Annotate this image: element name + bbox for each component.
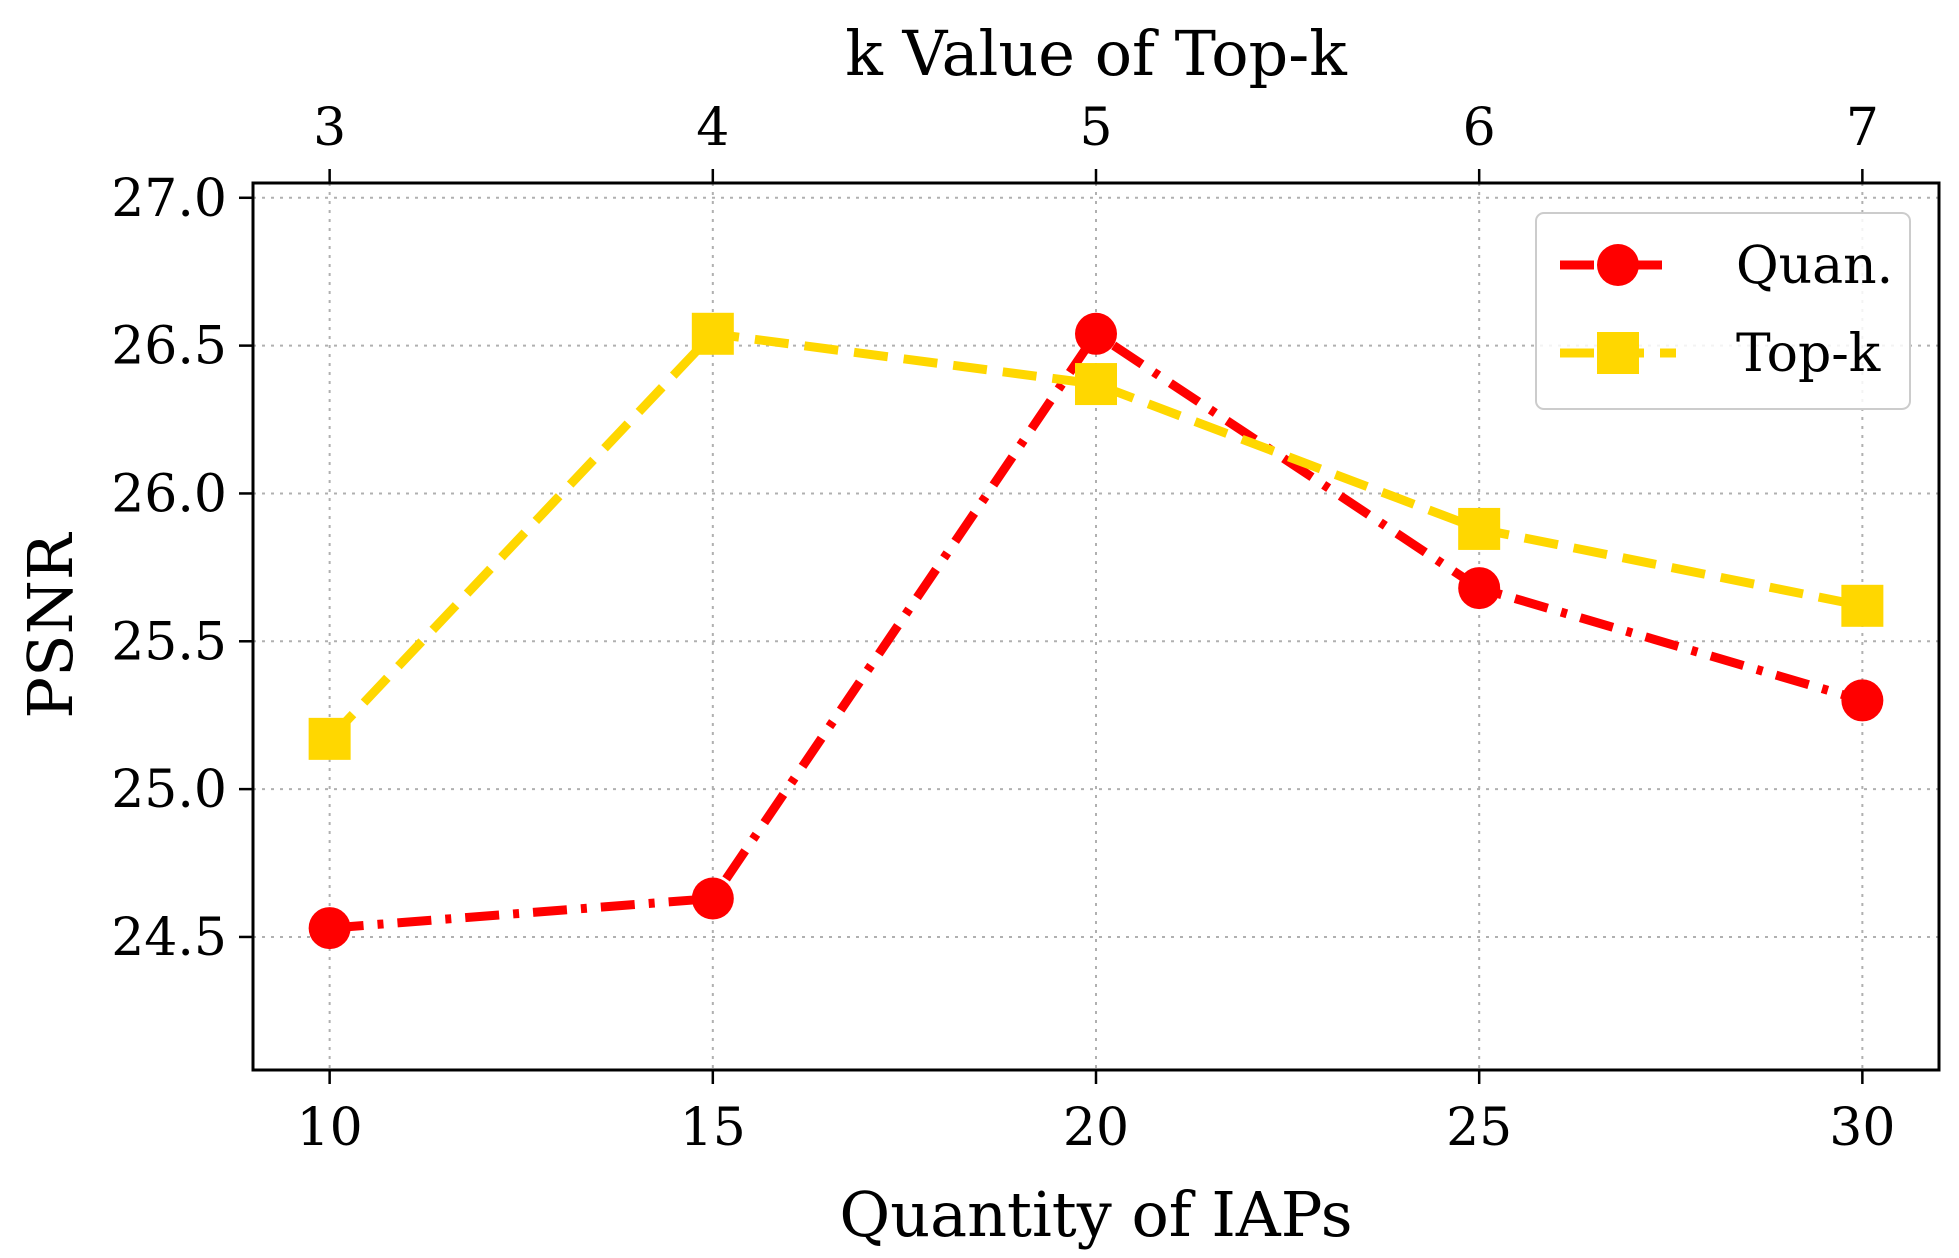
data-point	[691, 312, 734, 355]
data-point	[1075, 363, 1117, 406]
data-point	[1075, 312, 1117, 355]
y-tick-label: 26.5	[111, 317, 227, 377]
y-tick-label: 24.5	[111, 908, 227, 968]
legend-label: Quan.	[1736, 236, 1893, 296]
legend-entry: Top-k	[1560, 324, 1881, 384]
legend: Quan. Top-k	[1535, 212, 1911, 410]
plot-frame	[251, 181, 1941, 1072]
series-quan	[308, 312, 1884, 950]
legend-marker	[1597, 244, 1639, 286]
x-tick-label: 20	[1063, 1098, 1129, 1158]
data-point	[691, 877, 734, 920]
axis-ticks	[239, 169, 1864, 1084]
x-tick-label: 15	[680, 1098, 746, 1158]
x-tick-label: 10	[297, 1098, 363, 1158]
series-top-k	[308, 312, 1884, 760]
data-point	[1458, 507, 1501, 550]
tick-labels: 10 3 15 4 20 5 25 6 30 7 24.5 25.0 25.5 26.0 26.5 27.0	[111, 98, 1895, 1158]
y-tick-label: 25.0	[111, 760, 227, 820]
series-group	[308, 312, 1884, 950]
series-line	[329, 329, 1864, 933]
x-top-tick-label: 4	[696, 98, 729, 158]
x-tick-label: 30	[1829, 1098, 1895, 1158]
x-top-tick-label: 6	[1463, 98, 1496, 158]
data-point	[1841, 584, 1884, 627]
legend-entry: Quan.	[1560, 236, 1893, 296]
legend-label: Top-k	[1736, 324, 1881, 384]
y-axis-title: PSNR	[14, 531, 87, 718]
y-tick-label: 26.0	[111, 464, 227, 524]
x-top-tick-label: 3	[313, 98, 346, 158]
legend-marker	[1597, 332, 1639, 374]
x-tick-label: 25	[1446, 1098, 1512, 1158]
y-tick-label: 25.5	[111, 612, 227, 672]
x-top-tick-label: 5	[1079, 98, 1112, 158]
data-point	[1841, 679, 1884, 722]
data-point	[1458, 567, 1501, 610]
x-axis-title: Quantity of IAPs	[839, 1178, 1352, 1251]
y-tick-label: 27.0	[111, 169, 227, 229]
data-point	[308, 907, 351, 950]
data-point	[308, 717, 351, 760]
x-top-tick-label: 7	[1846, 98, 1879, 158]
series-line	[326, 329, 1864, 742]
x-top-axis-title: k Value of Top-k	[845, 17, 1347, 90]
